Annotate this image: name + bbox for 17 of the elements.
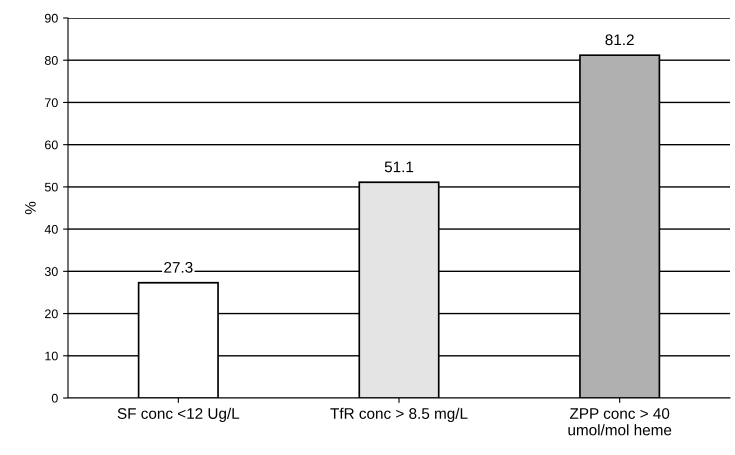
data-label: 81.2 xyxy=(605,34,634,46)
y-tick-label: 0 xyxy=(52,394,58,403)
y-tick-label: 50 xyxy=(44,182,58,192)
y-tick-label: 20 xyxy=(45,309,58,318)
x-tick-label: SF conc <12 Ug/L xyxy=(118,408,240,422)
y-axis-title: % xyxy=(25,202,36,214)
y-tick-label: 10 xyxy=(45,352,58,360)
y-tick-label: 80 xyxy=(44,56,58,65)
y-tick-label: 30 xyxy=(44,267,58,276)
y-tick-label: 60 xyxy=(45,140,58,150)
y-tick-label: 90 xyxy=(44,14,58,23)
data-label: 27.3 xyxy=(164,262,193,273)
x-tick-label: ZPP conc > 40 umol/mol heme xyxy=(568,408,672,436)
x-tick-label: TfR conc > 8.5 mg/L xyxy=(330,408,468,422)
y-tick-label: 70 xyxy=(45,98,58,108)
y-tick-label: 40 xyxy=(44,224,58,234)
data-label: 51.1 xyxy=(384,162,414,172)
